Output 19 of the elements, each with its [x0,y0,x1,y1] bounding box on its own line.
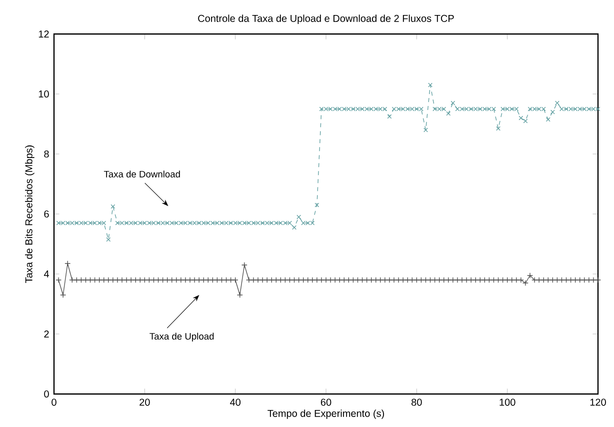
y-tick-label: 2 [44,330,49,338]
annotation: Taxa de Upload [150,332,214,342]
x-tick-label: 120 [590,398,606,406]
x-axis-title: Tempo de Experimento (s) [268,410,384,419]
x-tick-label: 100 [500,398,516,406]
x-tick-label: 80 [412,398,422,406]
y-tick-label: 6 [44,210,49,218]
x-tick-label: 60 [320,398,332,406]
annotation: Taxa de Download [104,170,180,178]
y-tick-label: 12 [38,30,49,38]
x-tick-label: 40 [230,398,240,406]
y-tick-label: 8 [44,150,49,158]
y-tick-label: 0 [44,390,49,398]
y-tick-label: 10 [38,90,49,98]
chart-title: Controle da Taxa de Upload e Download de 2 Fluxos TCP [198,14,454,24]
x-tick-label: 20 [140,398,150,406]
y-tick-label: 4 [44,270,50,278]
x-tick-label: 0 [52,398,56,406]
y-axis-title: Taxa de Bits Recebidos (Mbps) [25,145,34,283]
